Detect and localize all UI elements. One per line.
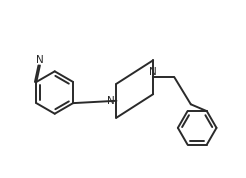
Text: N: N bbox=[36, 55, 44, 65]
Text: N: N bbox=[149, 67, 157, 77]
Text: N: N bbox=[107, 96, 115, 106]
